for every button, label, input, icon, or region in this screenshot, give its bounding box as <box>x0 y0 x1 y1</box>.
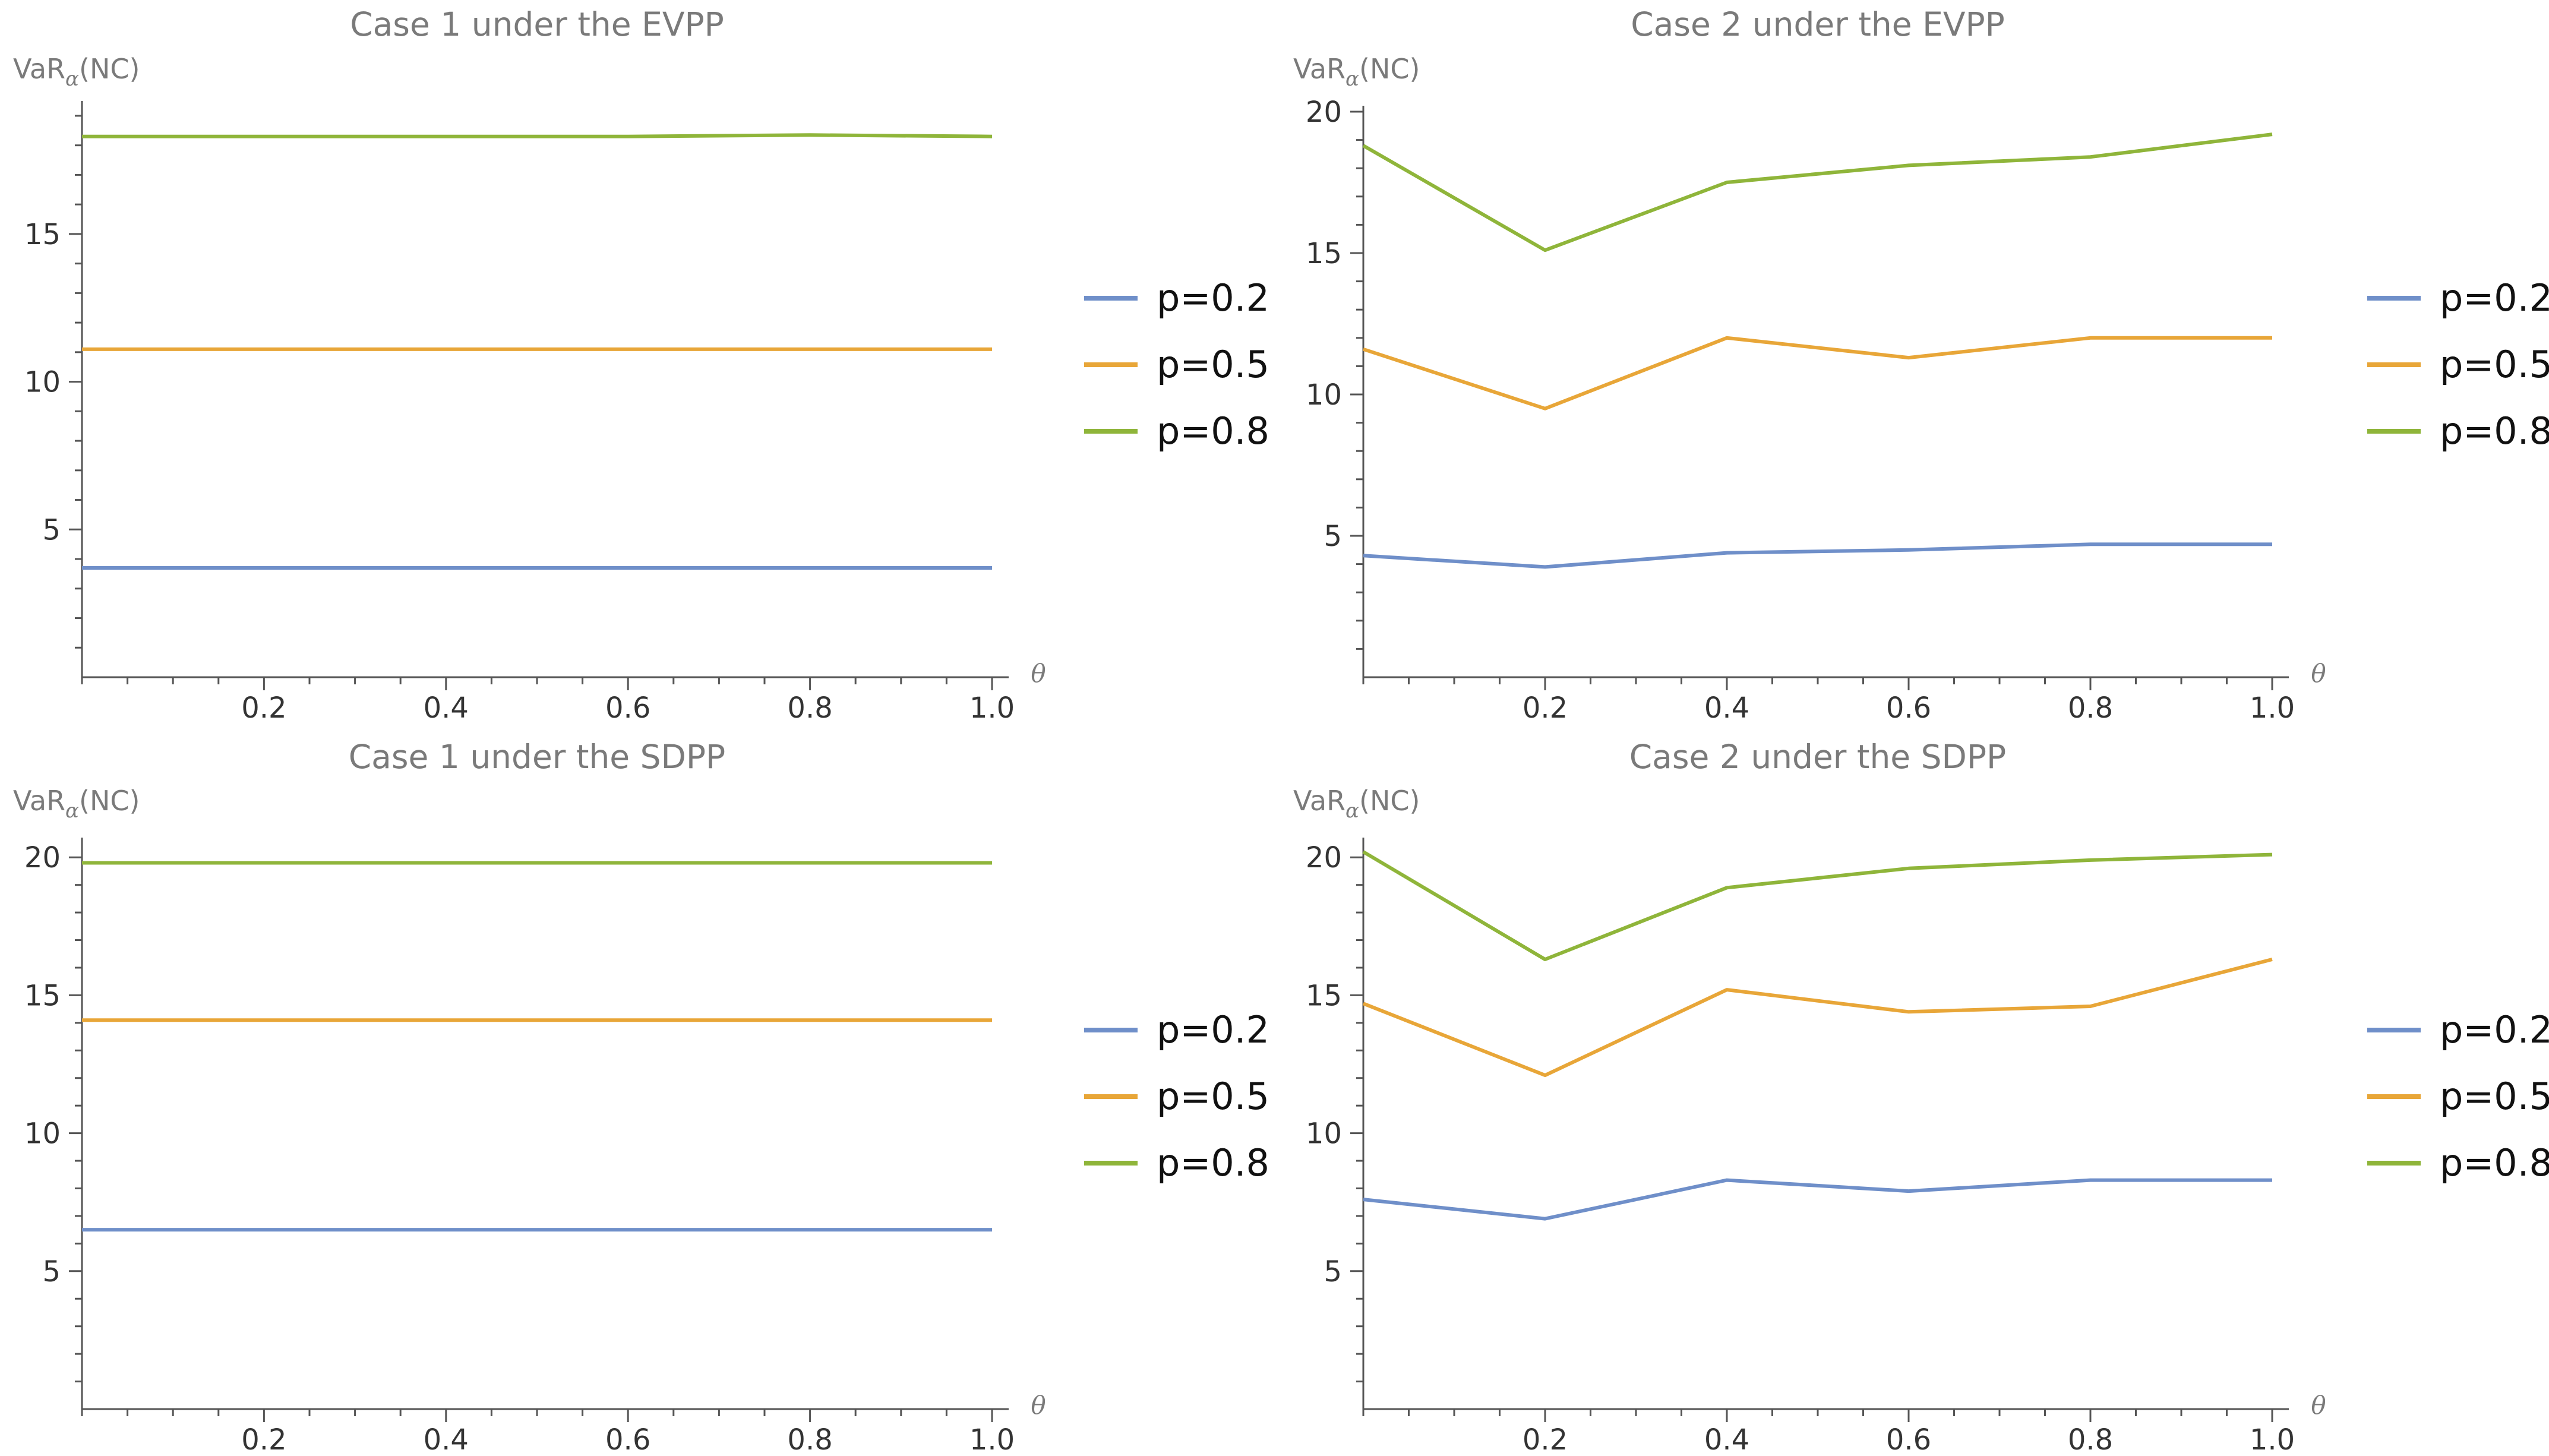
x-axis-label: θ <box>1031 659 1045 688</box>
x-tick-label: 0.4 <box>1704 691 1749 725</box>
x-tick-label: 0.2 <box>241 1423 286 1456</box>
y-axis-label: VaRα(NC) <box>1293 785 1420 823</box>
y-tick-label: 20 <box>24 841 61 874</box>
series-line-p-0-8 <box>1362 850 2273 961</box>
legend-label: p=0.5 <box>2440 1075 2549 1118</box>
y-axis-label-subscript: α <box>1345 67 1359 91</box>
y-tick-label: 20 <box>1306 96 1342 129</box>
legend-label: p=0.5 <box>1157 343 1269 386</box>
legend-label: p=0.2 <box>2440 1008 2549 1051</box>
x-tick-label: 0.2 <box>1523 1423 1568 1456</box>
x-tick-label: 0.6 <box>1886 1423 1931 1456</box>
legend-label: p=0.8 <box>1157 1141 1269 1185</box>
x-tick-label: 1.0 <box>2250 691 2295 725</box>
chart-title: Case 2 under the SDPP <box>1629 738 2006 776</box>
y-tick-label: 20 <box>1306 841 1342 874</box>
y-axis-label-main: VaR <box>1293 53 1345 85</box>
y-tick-label: 15 <box>24 979 61 1012</box>
y-tick-label: 10 <box>24 366 61 399</box>
y-axis-label-main: VaR <box>13 785 65 817</box>
y-tick-label: 15 <box>1306 979 1342 1012</box>
x-tick-label: 1.0 <box>2250 1423 2295 1456</box>
legend-label: p=0.2 <box>1157 1008 1269 1051</box>
x-tick-label: 0.6 <box>1886 691 1931 725</box>
x-tick-label: 0.4 <box>424 1423 469 1456</box>
y-axis-label-suffix: (NC) <box>79 53 140 85</box>
x-axis-label: θ <box>2311 659 2326 688</box>
legend-label: p=0.5 <box>1157 1075 1269 1118</box>
y-tick-label: 10 <box>24 1117 61 1151</box>
y-axis-label-subscript: α <box>1345 799 1359 823</box>
chart-title: Case 1 under the EVPP <box>350 5 724 43</box>
y-axis-label-main: VaR <box>13 53 65 85</box>
chart-panel: Case 1 under the SDPP VaRα(NC) 0.2 0.4 0.6 0.… <box>13 738 1269 1456</box>
x-tick-label: 1.0 <box>969 691 1015 725</box>
series-line-p-0-2 <box>1363 1178 2272 1221</box>
y-tick-label: 5 <box>1324 1255 1342 1288</box>
series-line-p-0-8 <box>82 133 993 138</box>
y-tick-label: 10 <box>1306 1117 1342 1151</box>
y-tick-label: 10 <box>1306 378 1342 412</box>
chart-panel: Case 2 under the EVPP VaRα(NC) 0.2 0.4 0.6 0.… <box>1293 5 2549 725</box>
y-axis-label: VaRα(NC) <box>1293 53 1420 91</box>
y-tick-label: 5 <box>1324 520 1342 553</box>
x-tick-label: 0.6 <box>605 1423 650 1456</box>
x-axis-label: θ <box>1031 1391 1045 1420</box>
series-line-p-0-5 <box>1363 336 2272 410</box>
y-tick-label: 15 <box>1306 237 1342 270</box>
chart-title: Case 1 under the SDPP <box>349 738 725 776</box>
x-tick-label: 0.8 <box>787 691 832 725</box>
legend-label: p=0.5 <box>2440 343 2549 386</box>
y-axis-label-subscript: α <box>65 67 79 91</box>
series-line-p-0-8 <box>1362 132 2273 252</box>
y-axis-label: VaRα(NC) <box>13 53 140 91</box>
chart-title: Case 2 under the EVPP <box>1631 5 2005 43</box>
legend-label: p=0.2 <box>2440 276 2549 320</box>
y-axis-label-subscript: α <box>65 799 79 823</box>
x-tick-label: 0.2 <box>1523 691 1568 725</box>
x-tick-label: 0.8 <box>787 1423 832 1456</box>
y-axis-label-suffix: (NC) <box>1359 785 1420 817</box>
legend-label: p=0.8 <box>2440 409 2549 453</box>
x-tick-label: 0.4 <box>424 691 469 725</box>
y-axis-label-suffix: (NC) <box>79 785 140 817</box>
x-axis-label: θ <box>2311 1391 2326 1420</box>
x-tick-label: 0.8 <box>2068 1423 2113 1456</box>
legend-label: p=0.8 <box>1157 409 1269 453</box>
series-line-p-0-2 <box>1363 542 2272 569</box>
x-tick-label: 0.8 <box>2068 691 2113 725</box>
x-tick-label: 0.2 <box>241 691 286 725</box>
y-tick-label: 15 <box>24 218 61 251</box>
legend-label: p=0.2 <box>1157 276 1269 320</box>
y-axis-label: VaRα(NC) <box>13 785 140 823</box>
legend-label: p=0.8 <box>2440 1141 2549 1185</box>
chart-panel: Case 1 under the EVPP VaRα(NC) 0.2 0.4 0.6 0.… <box>13 5 1269 725</box>
x-tick-label: 0.4 <box>1704 1423 1749 1456</box>
x-tick-label: 1.0 <box>969 1423 1015 1456</box>
series-line-p-0-5 <box>1362 958 2273 1078</box>
x-tick-label: 0.6 <box>605 691 650 725</box>
y-tick-label: 5 <box>42 1255 61 1288</box>
y-axis-label-suffix: (NC) <box>1359 53 1420 85</box>
chart-panel: Case 2 under the SDPP VaRα(NC) 0.2 0.4 0.6 0.… <box>1293 738 2549 1456</box>
y-axis-label-main: VaR <box>1293 785 1345 817</box>
y-tick-label: 5 <box>42 513 61 547</box>
